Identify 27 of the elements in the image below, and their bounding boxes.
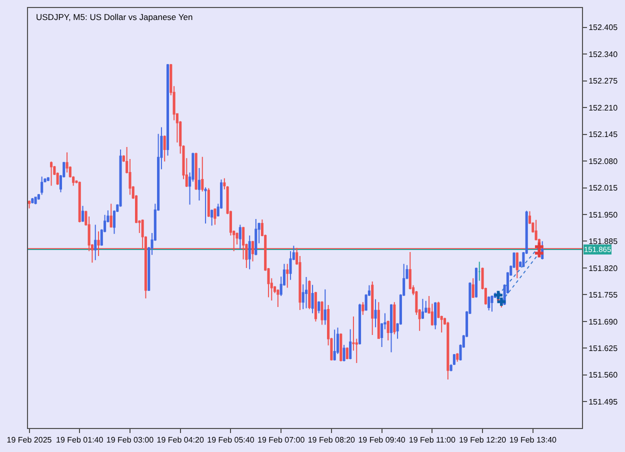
x-tick-label: 19 Feb 01:40 — [56, 436, 104, 445]
y-tick-label: 151.560 — [588, 370, 618, 380]
y-tick-label: 152.405 — [588, 23, 618, 32]
y-tick-label: 152.210 — [588, 103, 618, 112]
x-tick-label: 19 Feb 12:20 — [458, 436, 507, 445]
y-tick-label: 152.340 — [588, 50, 618, 59]
x-tick-label: 19 Feb 2025 — [6, 436, 52, 445]
y-tick-label: 151.690 — [588, 317, 618, 326]
y-tick-label: 152.275 — [588, 76, 618, 86]
x-tick-label: 19 Feb 03:00 — [106, 436, 154, 445]
y-tick-label: 151.950 — [588, 210, 618, 220]
y-tick-label: 151.625 — [588, 344, 618, 353]
text: USDJPY, M5: US Dollar vs Japanese Yen — [36, 12, 193, 22]
x-tick-label: 19 Feb 07:00 — [258, 436, 306, 445]
y-tick-label: 151.755 — [588, 290, 618, 300]
y-tick-label: 151.885 — [588, 237, 618, 246]
y-tick-label: 152.145 — [588, 130, 618, 140]
y-tick-label: 152.080 — [588, 156, 618, 166]
x-tick-label: 19 Feb 09:40 — [358, 436, 406, 445]
x-tick-label: 19 Feb 13:40 — [509, 436, 558, 445]
y-tick-label: 151.820 — [588, 264, 618, 273]
x-tick-label: 19 Feb 05:40 — [207, 436, 255, 445]
x-tick-label: 19 Feb 11:00 — [408, 436, 456, 445]
y-tick-label: 151.495 — [588, 397, 618, 406]
x-tick-label: 19 Feb 08:20 — [308, 436, 356, 445]
x-tick-label: 19 Feb 04:20 — [156, 436, 204, 445]
y-tick-label: 152.015 — [588, 184, 618, 193]
